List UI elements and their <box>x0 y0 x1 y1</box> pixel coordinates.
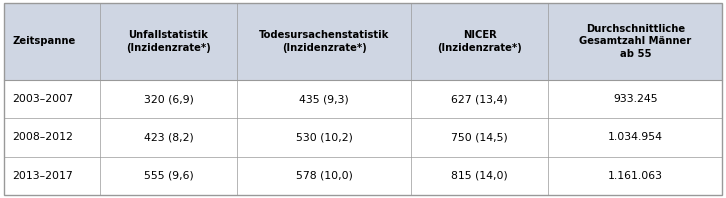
Text: 1.034.954: 1.034.954 <box>608 132 663 142</box>
Text: 555 (9,6): 555 (9,6) <box>144 171 193 181</box>
Text: Todesursachenstatistik
(Inzidenzrate*): Todesursachenstatistik (Inzidenzrate*) <box>259 30 389 53</box>
Text: 627 (13,4): 627 (13,4) <box>452 94 508 104</box>
Text: 1.161.063: 1.161.063 <box>608 171 663 181</box>
Text: 320 (6,9): 320 (6,9) <box>144 94 193 104</box>
Text: 750 (14,5): 750 (14,5) <box>452 132 508 142</box>
Text: Durchschnittliche
Gesamtzahl Männer
ab 55: Durchschnittliche Gesamtzahl Männer ab 5… <box>579 24 691 59</box>
Text: 2013–2017: 2013–2017 <box>12 171 73 181</box>
Text: 2008–2012: 2008–2012 <box>12 132 73 142</box>
Bar <box>4 118 722 157</box>
Text: NICER
(Inzidenzrate*): NICER (Inzidenzrate*) <box>437 30 522 53</box>
Text: 423 (8,2): 423 (8,2) <box>144 132 193 142</box>
Text: 578 (10,0): 578 (10,0) <box>295 171 353 181</box>
Text: 435 (9,3): 435 (9,3) <box>299 94 349 104</box>
Bar <box>4 157 722 195</box>
Text: 2003–2007: 2003–2007 <box>12 94 73 104</box>
Text: Unfallstatistik
(Inzidenzrate*): Unfallstatistik (Inzidenzrate*) <box>126 30 211 53</box>
Text: 815 (14,0): 815 (14,0) <box>452 171 508 181</box>
Bar <box>4 80 722 118</box>
Text: 933.245: 933.245 <box>613 94 658 104</box>
Bar <box>4 3 722 80</box>
Text: 530 (10,2): 530 (10,2) <box>295 132 353 142</box>
Text: Zeitspanne: Zeitspanne <box>12 36 76 46</box>
